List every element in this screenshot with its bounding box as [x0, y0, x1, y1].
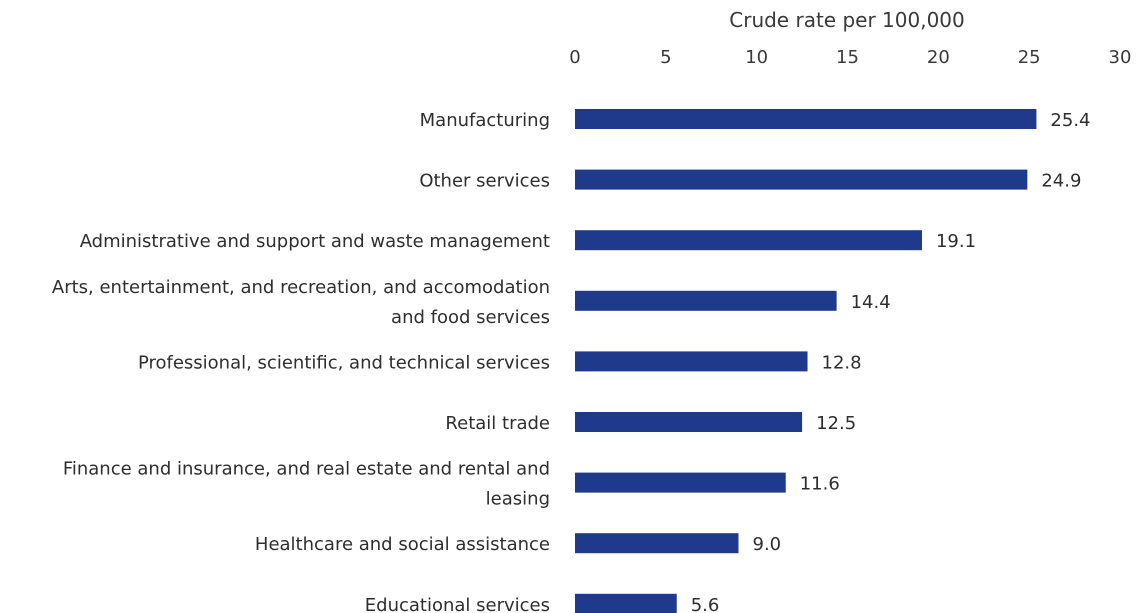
value-label: 24.9 — [1041, 171, 1081, 192]
x-tick-label: 20 — [927, 47, 950, 68]
x-axis-title: Crude rate per 100,000 — [729, 8, 965, 32]
category-label: Educational services — [365, 595, 550, 613]
category-label-line: Healthcare and social assistance — [255, 534, 550, 555]
bar — [575, 351, 808, 372]
category-label: Professional, scientific, and technical … — [138, 352, 550, 373]
category-label: Administrative and support and waste man… — [80, 231, 550, 252]
category-label-line: Arts, entertainment, and recreation, and… — [52, 277, 550, 298]
x-tick-label: 10 — [745, 47, 768, 68]
bar — [575, 533, 739, 554]
category-label: Manufacturing — [420, 110, 550, 131]
bar — [575, 290, 837, 311]
x-tick-label: 15 — [836, 47, 859, 68]
bar — [575, 412, 803, 432]
category-label: Healthcare and social assistance — [255, 534, 550, 555]
category-label: Arts, entertainment, and recreation, and… — [52, 277, 550, 328]
bar — [575, 230, 922, 251]
category-label-line: Finance and insurance, and real estate a… — [63, 459, 550, 480]
category-label: Finance and insurance, and real estate a… — [63, 459, 550, 510]
bar — [575, 109, 1037, 129]
x-tick-label: 5 — [660, 47, 671, 68]
category-label-line: Administrative and support and waste man… — [80, 231, 550, 252]
category-label-line: leasing — [486, 489, 550, 510]
category-label: Retail trade — [445, 413, 550, 434]
category-labels: Manufacturing Other services Administrativ… — [52, 110, 550, 613]
value-label: 25.4 — [1050, 110, 1090, 131]
value-label: 11.6 — [800, 474, 840, 495]
x-tick-label: 25 — [1018, 47, 1041, 68]
value-label: 19.1 — [936, 231, 976, 252]
value-label: 12.8 — [822, 352, 862, 373]
category-label: Other services — [419, 171, 550, 192]
x-tick-label: 30 — [1109, 47, 1132, 68]
value-labels: 25.4 24.9 19.1 14.4 12.8 12.5 11.6 9.0 5.6 — [691, 110, 1091, 613]
bar — [575, 169, 1028, 190]
category-label-line: and food services — [391, 307, 550, 328]
bars — [575, 109, 1037, 613]
x-axis-ticks: 0 5 10 15 20 25 30 — [569, 47, 1131, 68]
value-label: 12.5 — [816, 413, 856, 434]
category-label-line: Professional, scientific, and technical … — [138, 352, 550, 373]
category-label-line: Retail trade — [445, 413, 550, 434]
value-label: 14.4 — [851, 292, 891, 313]
value-label: 5.6 — [691, 595, 720, 613]
x-tick-label: 0 — [569, 47, 580, 68]
bar — [575, 593, 677, 613]
bar — [575, 472, 786, 493]
category-label-line: Manufacturing — [420, 110, 550, 131]
value-label: 9.0 — [753, 534, 782, 555]
category-label-line: Educational services — [365, 595, 550, 613]
category-label-line: Other services — [419, 171, 550, 192]
